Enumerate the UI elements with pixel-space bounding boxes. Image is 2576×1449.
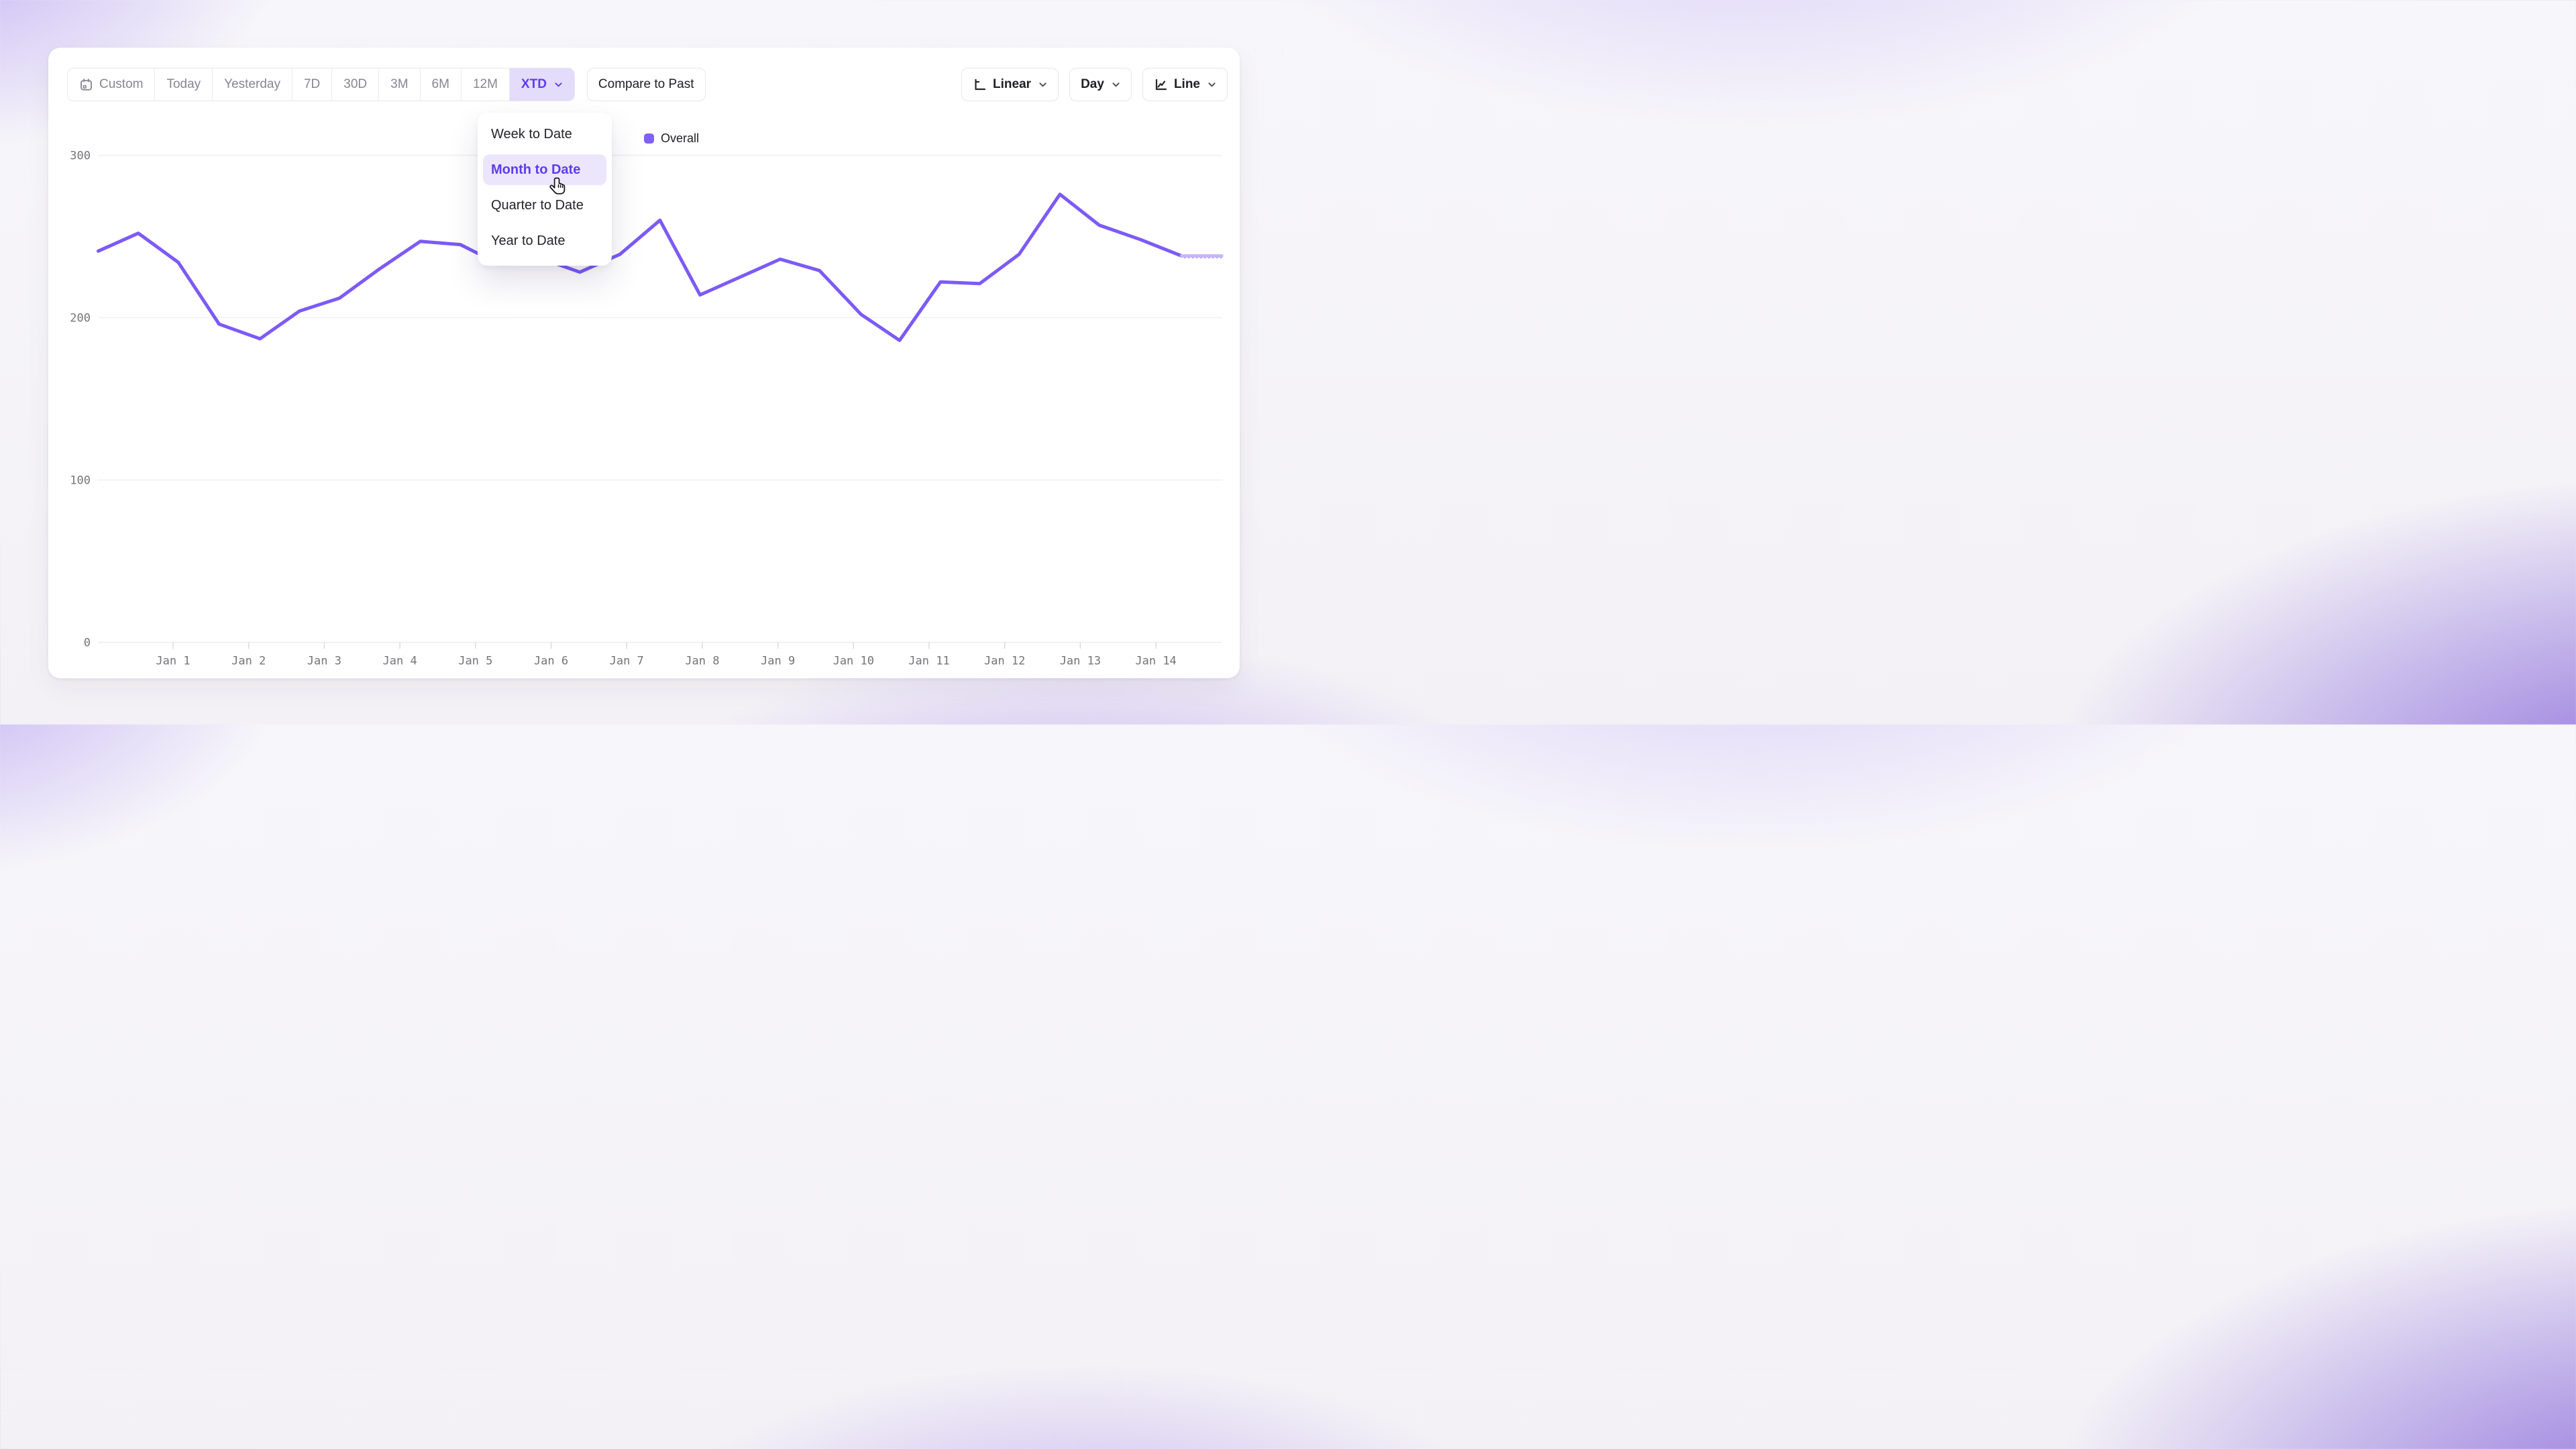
range-label: 6M — [431, 77, 449, 91]
x-tick-label: Jan 7 — [610, 655, 644, 668]
y-tick-label: 100 — [70, 474, 91, 488]
analytics-card: Custom Today Yesterday 7D 30D 3M 6M 12M XTD Comp… — [48, 48, 1240, 678]
line-chart: 300 200 100 0 Jan 1 Jan 2 Jan 3 Jan 4 Jan 5 Jan 6… — [70, 150, 1224, 668]
x-tick-label: Jan 8 — [685, 655, 719, 668]
x-tick-label: Jan 13 — [1060, 655, 1101, 668]
range-label: 7D — [303, 77, 321, 91]
legend-swatch — [644, 133, 654, 144]
y-tick-label: 300 — [70, 150, 91, 163]
range-label: 12M — [472, 77, 498, 91]
menu-item-quarter-to-date[interactable]: Quarter to Date — [491, 197, 584, 213]
x-tick-label: Jan 4 — [383, 655, 417, 668]
x-tick-label: Jan 9 — [761, 655, 795, 668]
range-label: XTD — [521, 77, 547, 91]
pointer-cursor-icon — [549, 177, 566, 195]
axis-icon — [975, 78, 986, 90]
toolbar: Custom Today Yesterday 7D 30D 3M 6M 12M XTD Comp… — [67, 68, 1228, 101]
range-30d[interactable]: 30D — [331, 68, 379, 101]
scale-select-button[interactable]: Linear — [961, 68, 1059, 101]
menu-item-week-to-date[interactable]: Week to Date — [491, 126, 572, 142]
x-tick-label: Jan 12 — [984, 655, 1025, 668]
date-range-dropdown-menu: Week to Date Month to Date Quarter to Date… — [478, 113, 612, 266]
range-3m[interactable]: 3M — [378, 68, 420, 101]
range-custom[interactable]: Custom — [68, 68, 155, 101]
x-tick-label: Jan 3 — [307, 655, 341, 668]
chevron-down-icon — [555, 82, 562, 87]
x-tick-label: Jan 14 — [1135, 655, 1176, 668]
granularity-select-button[interactable]: Day — [1069, 68, 1132, 101]
y-tick-label: 200 — [70, 312, 91, 325]
range-today[interactable]: Today — [154, 68, 213, 101]
range-12m[interactable]: 12M — [460, 68, 509, 101]
date-range-segmented-control: Custom Today Yesterday 7D 30D 3M 6M 12M XTD — [67, 68, 575, 101]
menu-item-month-to-date[interactable]: Month to Date — [483, 154, 606, 185]
calendar-icon — [80, 78, 92, 91]
chevron-down-icon — [1039, 82, 1046, 87]
chart-area: Overall 300 200 100 0 Jan 1 Jan 2 Jan 3 Jan 4 Ja… — [48, 48, 1240, 678]
compare-to-past-button[interactable]: Compare to Past — [586, 68, 706, 101]
scale-label: Linear — [993, 77, 1032, 91]
range-label: 30D — [343, 77, 368, 91]
chart-options-group: Linear Day Line — [961, 68, 1228, 101]
series-overall-line — [96, 193, 1183, 342]
chart-legend[interactable]: Overall — [644, 131, 699, 146]
line-chart-icon — [1155, 78, 1167, 90]
range-label: Yesterday — [224, 77, 280, 91]
x-tick-label: Jan 11 — [908, 655, 949, 668]
granularity-label: Day — [1081, 77, 1104, 91]
x-tick-label: Jan 5 — [458, 655, 492, 668]
chart-type-label: Line — [1173, 77, 1200, 91]
x-tick-label: Jan 1 — [156, 655, 190, 668]
x-tick-label: Jan 2 — [231, 655, 266, 668]
y-tick-label: 0 — [84, 637, 91, 650]
range-6m[interactable]: 6M — [419, 68, 461, 101]
chevron-down-icon — [1208, 82, 1216, 87]
range-xtd[interactable]: XTD — [508, 68, 574, 101]
x-tick-label: Jan 6 — [534, 655, 568, 668]
range-label: 3M — [390, 77, 409, 91]
range-label: Custom — [99, 77, 144, 91]
range-yesterday[interactable]: Yesterday — [212, 68, 292, 101]
chart-type-select-button[interactable]: Line — [1142, 68, 1228, 101]
range-label: Today — [166, 77, 201, 91]
chevron-down-icon — [1112, 82, 1120, 87]
legend-label: Overall — [661, 131, 700, 145]
menu-item-year-to-date[interactable]: Year to Date — [491, 233, 566, 248]
range-7d[interactable]: 7D — [291, 68, 332, 101]
x-tick-label: Jan 10 — [833, 655, 874, 668]
